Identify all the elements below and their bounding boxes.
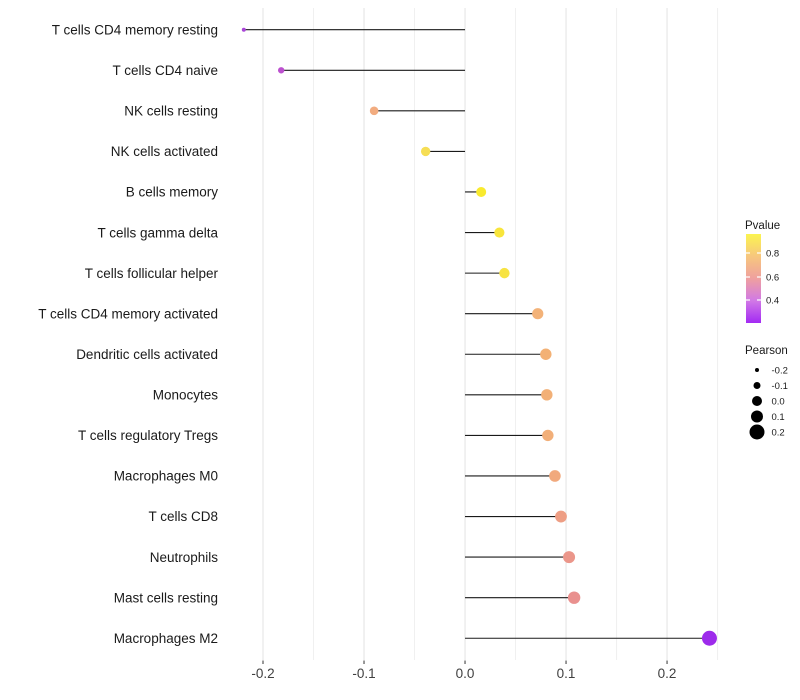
lollipop-row: Mast cells resting [114, 590, 581, 605]
lollipop-row: Macrophages M2 [114, 630, 717, 646]
data-point [241, 27, 246, 32]
lollipop-row: Neutrophils [150, 550, 576, 565]
lollipop-row: T cells CD4 naive [112, 63, 466, 78]
lollipop-row: T cells gamma delta [97, 225, 505, 240]
y-axis-label: T cells CD4 memory resting [52, 22, 218, 37]
pvalue-tick-label: 0.4 [766, 296, 779, 307]
data-point [420, 146, 431, 157]
pvalue-tick-label: 0.6 [766, 273, 779, 284]
y-axis-label: Mast cells resting [114, 590, 218, 605]
data-point [499, 267, 510, 279]
y-axis-label: T cells follicular helper [85, 266, 219, 281]
pvalue-legend: Pvalue 0.8 0.6 0.4 [745, 220, 780, 323]
pearson-tick-label: 0.1 [772, 412, 785, 423]
data-point [540, 348, 552, 360]
y-axis-label: T cells CD4 memory activated [38, 306, 218, 321]
pearson-size-dot [755, 368, 759, 372]
data-point [532, 308, 544, 320]
data-point [549, 470, 561, 482]
lollipop-row: T cells follicular helper [85, 266, 510, 281]
data-point [277, 67, 285, 74]
minor-gridlines [313, 8, 719, 660]
y-axis-label: NK cells resting [124, 104, 218, 119]
y-axis-label: T cells CD4 naive [112, 63, 218, 78]
y-axis-label: T cells gamma delta [97, 225, 218, 240]
lollipop-row: T cells CD8 [148, 509, 567, 524]
y-axis-label: B cells memory [126, 185, 219, 200]
data-point [476, 186, 487, 197]
lollipop-rows: T cells CD4 memory resting T cells CD4 na… [38, 22, 717, 646]
major-gridlines [262, 8, 668, 660]
lollipop-row: T cells CD4 memory resting [52, 22, 466, 37]
lollipop-row: Macrophages M0 [114, 469, 561, 484]
pearson-size-dot [752, 396, 762, 406]
y-axis-label: T cells regulatory Tregs [78, 428, 218, 443]
pearson-tick-label: 0.0 [772, 396, 785, 407]
data-point [541, 389, 553, 401]
data-point [701, 630, 717, 646]
x-tick-label: 0.0 [456, 666, 475, 681]
lollipop-row: T cells regulatory Tregs [78, 428, 554, 443]
pvalue-legend-title: Pvalue [745, 220, 780, 232]
lollipop-row: Dendritic cells activated [76, 347, 552, 362]
y-axis-label: T cells CD8 [148, 509, 218, 524]
y-axis-label: Monocytes [153, 388, 219, 403]
data-point [494, 227, 505, 238]
pearson-legend-title: Pearson [745, 345, 788, 357]
data-point [369, 106, 379, 116]
lollipop-row: NK cells activated [111, 144, 466, 159]
pearson-legend: Pearson -0.2 -0.1 0.0 0.1 0.2 [745, 345, 788, 440]
data-point [555, 510, 567, 523]
pearson-tick-label: 0.2 [772, 427, 785, 438]
y-axis-label: Macrophages M0 [114, 469, 218, 484]
pearson-size-dot [753, 382, 761, 389]
pvalue-colorbar [746, 234, 761, 323]
x-axis: -0.2 -0.1 0.0 0.1 0.2 [251, 660, 677, 681]
y-axis-label: Macrophages M2 [114, 631, 218, 646]
lollipop-row: B cells memory [126, 185, 487, 200]
data-point [542, 429, 554, 442]
pearson-size-dot [751, 410, 763, 423]
pvalue-tick-label: 0.8 [766, 249, 779, 260]
y-axis-label: Dendritic cells activated [76, 347, 218, 362]
x-tick-label: 0.1 [557, 666, 576, 681]
x-tick-label: -0.1 [352, 666, 375, 681]
data-point [567, 591, 581, 604]
lollipop-row: NK cells resting [124, 104, 466, 119]
lollipop-row: Monocytes [153, 388, 553, 403]
x-tick-label: 0.2 [658, 666, 677, 681]
pearson-size-dot [749, 424, 765, 440]
data-point [563, 551, 576, 564]
pearson-tick-label: -0.1 [772, 381, 788, 392]
y-axis-label: Neutrophils [150, 550, 219, 565]
y-axis-label: NK cells activated [111, 144, 218, 159]
pearson-tick-label: -0.2 [772, 365, 788, 376]
lollipop-row: T cells CD4 memory activated [38, 306, 544, 321]
x-tick-label: -0.2 [251, 666, 274, 681]
